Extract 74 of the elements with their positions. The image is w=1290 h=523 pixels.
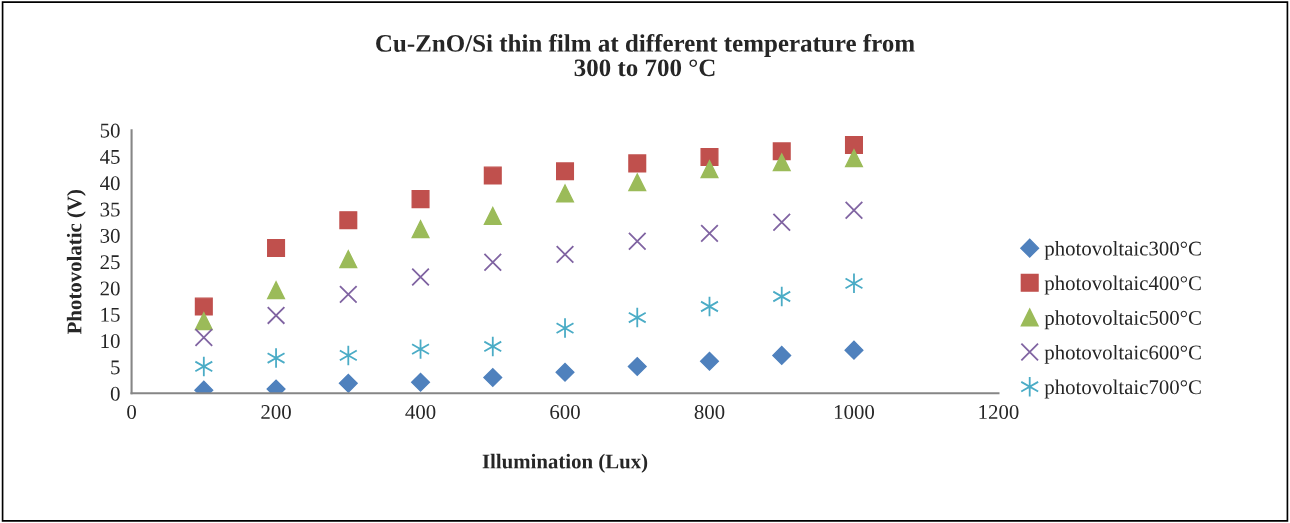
y-tick-label: 35 <box>100 202 120 217</box>
point <box>700 295 719 318</box>
x-tick-label: 1000 <box>834 405 875 420</box>
point <box>339 285 358 304</box>
point <box>844 272 864 294</box>
y-tick-label: 20 <box>100 281 120 296</box>
point <box>483 206 502 226</box>
x-tick-label: 400 <box>405 405 436 420</box>
point <box>772 285 792 308</box>
x-tick-label: 200 <box>261 405 291 420</box>
point <box>411 190 430 209</box>
legend-label: photovoltaic600°C <box>1044 344 1201 364</box>
x-tick-label: 1200 <box>979 405 1019 420</box>
point <box>627 356 647 376</box>
point <box>266 347 286 369</box>
point <box>339 250 358 269</box>
point <box>411 267 430 287</box>
point <box>699 351 720 371</box>
y-tick-label: 10 <box>101 334 120 349</box>
point <box>338 344 358 367</box>
point <box>627 306 647 329</box>
point <box>194 328 214 347</box>
point <box>555 162 575 181</box>
point <box>700 148 719 167</box>
point <box>338 373 358 393</box>
y-tick-label: 5 <box>111 360 120 375</box>
point <box>628 173 647 192</box>
point <box>628 154 647 173</box>
point <box>772 345 792 365</box>
y-axis-title: Photovolatic (V) <box>66 190 86 335</box>
y-tick-label: 25 <box>100 255 120 270</box>
point <box>194 312 213 331</box>
point <box>483 253 503 272</box>
legend-label: photovoltaic500°C <box>1044 310 1201 330</box>
point <box>844 340 864 360</box>
point <box>194 355 214 378</box>
point <box>339 211 358 230</box>
point <box>700 160 719 179</box>
point <box>628 232 647 251</box>
point <box>844 149 864 168</box>
x-tick-label: 0 <box>127 405 136 420</box>
point <box>772 142 791 161</box>
y-tick-label: 15 <box>101 307 120 322</box>
legend-label: photovoltaic700°C <box>1044 379 1201 399</box>
y-tick-label: 45 <box>100 150 120 164</box>
point <box>844 200 864 220</box>
point <box>844 135 864 154</box>
point <box>194 297 213 316</box>
point <box>555 184 575 203</box>
y-tick-label: 50 <box>100 123 120 138</box>
point <box>267 281 286 300</box>
point <box>555 245 575 264</box>
legend-label: photovoltaic400°C <box>1044 275 1201 295</box>
y-tick-label: 0 <box>110 386 120 401</box>
point <box>483 166 502 185</box>
x-axis-title: Illumination (Lux) <box>482 453 648 473</box>
point <box>772 153 791 172</box>
chart-title: Cu-ZnO/Si thin film at different temperature from 300 to 700 °C <box>376 33 915 77</box>
legend-label: photovoltaic300°C <box>1044 240 1201 260</box>
x-tick-label: 600 <box>550 405 580 420</box>
point <box>411 220 430 239</box>
x-tick-label: 800 <box>694 405 725 420</box>
point <box>266 306 286 325</box>
point <box>555 362 575 382</box>
point <box>483 367 503 388</box>
point <box>267 239 286 258</box>
y-tick-label: 30 <box>100 228 120 243</box>
point <box>483 335 503 358</box>
point <box>772 213 791 232</box>
point <box>700 224 719 243</box>
point <box>555 317 575 339</box>
point <box>411 372 431 392</box>
y-tick-label: 40 <box>100 176 120 191</box>
point <box>411 338 430 360</box>
